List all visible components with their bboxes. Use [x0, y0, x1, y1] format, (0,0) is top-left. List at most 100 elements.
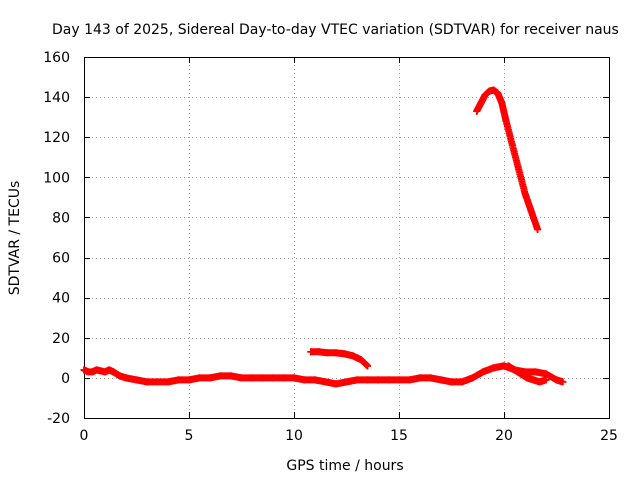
y-axis-label: SDTVAR / TECUs — [7, 181, 23, 296]
y-tick-label: 80 — [52, 210, 70, 226]
plot-frame — [84, 57, 610, 419]
x-tick-labels: 0 5 10 15 20 25 — [80, 428, 618, 444]
data-point — [490, 364, 497, 372]
data-point — [437, 376, 445, 384]
data-point — [332, 349, 340, 357]
data-point — [473, 107, 481, 115]
data-point — [206, 374, 214, 382]
data-point — [542, 376, 550, 384]
data-point — [498, 99, 506, 107]
data-point — [315, 348, 323, 356]
data-point — [532, 368, 539, 376]
data-point — [143, 378, 151, 386]
data-point — [515, 165, 523, 173]
data-point — [406, 376, 413, 384]
data-point — [109, 368, 117, 376]
data-point — [340, 350, 348, 358]
data-point — [227, 372, 235, 380]
data-point — [485, 87, 493, 95]
x-tick-label: 20 — [495, 428, 513, 444]
data-point — [542, 370, 550, 378]
data-point — [523, 374, 531, 382]
x-tick-label: 15 — [390, 428, 408, 444]
data-point — [458, 378, 466, 386]
data-point — [559, 378, 567, 386]
x-tick-label: 25 — [600, 428, 618, 444]
data-point — [364, 362, 371, 370]
x-tick-label: 0 — [80, 428, 89, 444]
data-point — [521, 189, 529, 197]
y-tick-label: 60 — [52, 251, 70, 267]
data-point — [385, 376, 392, 384]
series-tail-21h — [504, 362, 550, 386]
data-point — [502, 117, 510, 125]
data-point — [343, 378, 350, 386]
data-point — [105, 366, 113, 374]
data-point — [536, 378, 544, 386]
y-tick-label: 100 — [43, 170, 70, 186]
data-point — [517, 370, 525, 378]
y-tick-label: 160 — [43, 50, 70, 66]
data-point — [395, 376, 403, 384]
data-point — [164, 378, 172, 386]
data-point — [185, 376, 193, 384]
data-point — [248, 374, 256, 382]
data-point — [269, 374, 277, 382]
data-point — [479, 368, 487, 376]
data-point — [490, 86, 497, 94]
data-point — [311, 376, 319, 384]
data-point — [374, 376, 382, 384]
data-point — [88, 368, 96, 376]
data-point — [508, 141, 516, 149]
data-point — [481, 91, 489, 99]
x-tick-label: 5 — [185, 428, 194, 444]
data-point — [469, 374, 476, 382]
chart-title: Day 143 of 2025, Sidereal Day-to-day VTE… — [52, 22, 619, 38]
series-segment-11h — [307, 348, 371, 370]
y-tick-label: 140 — [43, 90, 70, 106]
y-tick-label: 120 — [43, 130, 70, 146]
data-point — [259, 374, 266, 382]
data-point — [364, 376, 371, 384]
data-point — [511, 366, 518, 374]
series-segment-19h — [473, 86, 542, 233]
data-point — [280, 374, 287, 382]
data-point — [529, 376, 537, 384]
data-point — [80, 366, 88, 374]
data-point — [448, 378, 455, 386]
data-point — [154, 378, 161, 386]
series-baseline — [80, 362, 567, 388]
data-point — [217, 372, 224, 380]
axis-ticks — [84, 57, 610, 419]
data-point — [238, 374, 245, 382]
data-point — [527, 207, 535, 215]
data-point — [93, 366, 101, 374]
data-point — [196, 374, 203, 382]
y-tick-label: 40 — [52, 291, 70, 307]
data-point — [133, 376, 140, 384]
data-point — [307, 348, 315, 356]
data-point — [322, 378, 329, 386]
data-point — [416, 374, 424, 382]
grid-lines — [84, 57, 609, 418]
y-tick-label: -20 — [47, 411, 70, 427]
data-point — [353, 376, 361, 384]
data-point — [332, 380, 340, 388]
data-points — [80, 86, 567, 388]
data-point — [301, 376, 308, 384]
data-point — [477, 99, 485, 107]
data-point — [349, 352, 357, 360]
data-point — [494, 89, 502, 97]
data-point — [504, 362, 512, 370]
data-point — [324, 349, 332, 357]
data-point — [553, 376, 560, 384]
data-point — [427, 374, 434, 382]
data-point — [290, 374, 298, 382]
data-point — [101, 368, 109, 376]
data-point — [116, 372, 124, 380]
data-point — [122, 374, 130, 382]
x-tick-label: 10 — [285, 428, 303, 444]
data-point — [357, 356, 365, 364]
y-tick-labels: -20 0 20 40 60 80 100 120 140 160 — [43, 50, 70, 427]
